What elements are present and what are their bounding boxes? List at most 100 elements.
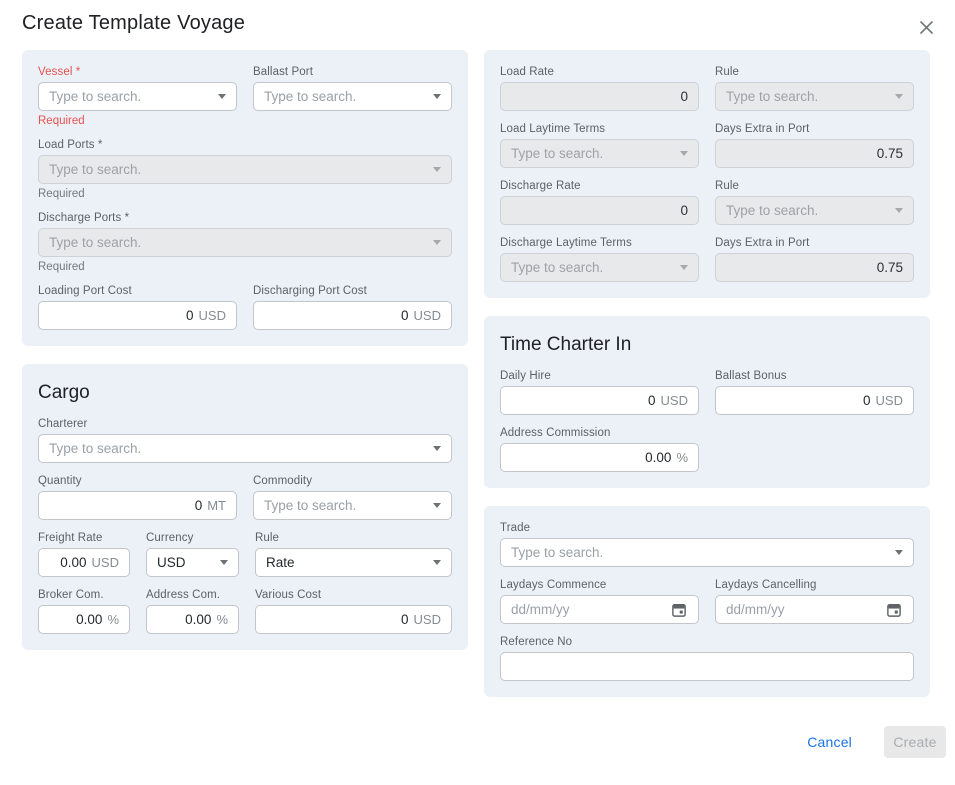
cargo-panel: Cargo Charterer Type to search. Quantity [22,364,468,650]
load-laytime-terms-label: Load Laytime Terms [500,123,606,135]
ballast-bonus-field: Ballast Bonus 0 USD [715,370,914,415]
discharge-days-extra-field: Days Extra in Port 0.75 [715,237,914,282]
discharging-port-cost-input[interactable]: 0 USD [253,301,452,330]
load-days-extra-label: Days Extra in Port [715,123,810,135]
load-rate-label: Load Rate [500,66,554,78]
freight-rate-input[interactable]: 0.00 USD [38,548,130,577]
voyage-panel: Vessel * Type to search. Required Ballas… [22,50,468,346]
discharge-rule-select: Type to search. [715,196,914,225]
close-icon[interactable] [914,15,938,39]
discharging-port-cost-label: Discharging Port Cost [253,285,367,297]
discharge-rate-label: Discharge Rate [500,180,581,192]
cargo-heading: Cargo [38,382,90,403]
laydays-cancelling-field: Laydays Cancelling dd/mm/yy [715,579,914,624]
chevron-down-icon [895,208,903,213]
calendar-icon[interactable] [670,601,688,619]
freight-rate-field: Freight Rate 0.00 USD [38,532,130,577]
loading-port-cost-label: Loading Port Cost [38,285,132,297]
discharge-days-extra-label: Days Extra in Port [715,237,810,249]
loading-port-cost-field: Loading Port Cost 0 USD [38,285,237,330]
left-column: Vessel * Type to search. Required Ballas… [22,50,468,650]
charterer-field: Charterer Type to search. [38,418,452,463]
chevron-down-icon [433,94,441,99]
chevron-down-icon [218,94,226,99]
create-button[interactable]: Create [884,726,946,758]
commodity-label: Commodity [253,475,313,487]
chevron-down-icon [433,560,441,565]
discharge-laytime-terms-field: Discharge Laytime Terms Type to search. [500,237,699,282]
ballast-port-select[interactable]: Type to search. [253,82,452,111]
ballast-port-label: Ballast Port [253,66,314,78]
load-rate-input: 0 [500,82,699,111]
charterer-label: Charterer [38,418,88,430]
daily-hire-input[interactable]: 0 USD [500,386,699,415]
time-charter-in-panel: Time Charter In Daily Hire 0 USD Ballast… [484,316,930,488]
right-column: Load Rate 0 Rule Type to search. [484,50,930,697]
cancel-button[interactable]: Cancel [807,734,852,750]
discharge-ports-select: Type to search. [38,228,452,257]
rule-select[interactable]: Rate [255,548,452,577]
chevron-down-icon [895,550,903,555]
trade-select[interactable]: Type to search. [500,538,914,567]
ballast-bonus-label: Ballast Bonus [715,370,787,382]
discharge-rate-field: Discharge Rate 0 [500,180,699,225]
laydays-cancelling-input[interactable]: dd/mm/yy [715,595,914,624]
load-rule-field: Rule Type to search. [715,66,914,111]
vessel-label: Vessel * [38,66,81,78]
trade-panel: Trade Type to search. Laydays Commence d… [484,506,930,697]
broker-com-input[interactable]: 0.00 % [38,605,130,634]
discharge-rate-input: 0 [500,196,699,225]
ballast-bonus-input[interactable]: 0 USD [715,386,914,415]
chevron-down-icon [680,265,688,270]
address-com-label: Address Com. [146,589,221,601]
calendar-icon[interactable] [885,601,903,619]
trade-label: Trade [500,522,531,534]
chevron-down-icon [433,167,441,172]
commodity-select[interactable]: Type to search. [253,491,452,520]
address-com-field: Address Com. 0.00 % [146,589,239,634]
currency-select[interactable]: USD [146,548,239,577]
freight-rate-label: Freight Rate [38,532,103,544]
various-cost-label: Various Cost [255,589,322,601]
laydays-commence-label: Laydays Commence [500,579,607,591]
chevron-down-icon [220,560,228,565]
daily-hire-field: Daily Hire 0 USD [500,370,699,415]
vessel-select[interactable]: Type to search. [38,82,237,111]
reference-no-input[interactable] [500,652,914,681]
discharge-ports-label: Discharge Ports * [38,212,130,224]
chevron-down-icon [433,446,441,451]
address-commission-input[interactable]: 0.00 % [500,443,699,472]
trade-field: Trade Type to search. [500,522,914,567]
charterer-select[interactable]: Type to search. [38,434,452,463]
load-rule-label: Rule [715,66,740,78]
load-laytime-terms-field: Load Laytime Terms Type to search. [500,123,699,168]
commodity-field: Commodity Type to search. [253,475,452,520]
broker-com-label: Broker Com. [38,589,104,601]
discharge-rule-label: Rule [715,180,740,192]
load-ports-required-message: Required [38,188,85,200]
currency-field: Currency USD [146,532,239,577]
address-com-input[interactable]: 0.00 % [146,605,239,634]
load-days-extra-input: 0.75 [715,139,914,168]
vessel-field: Vessel * Type to search. Required [38,66,237,127]
various-cost-input[interactable]: 0 USD [255,605,452,634]
laydays-commence-input[interactable]: dd/mm/yy [500,595,699,624]
discharge-laytime-terms-select: Type to search. [500,253,699,282]
page-title: Create Template Voyage [22,12,246,34]
laydays-cancelling-label: Laydays Cancelling [715,579,817,591]
load-rate-field: Load Rate 0 [500,66,699,111]
daily-hire-label: Daily Hire [500,370,551,382]
load-days-extra-field: Days Extra in Port 0.75 [715,123,914,168]
vessel-required-message: Required [38,115,85,127]
load-rule-select: Type to search. [715,82,914,111]
broker-com-field: Broker Com. 0.00 % [38,589,130,634]
chevron-down-icon [895,94,903,99]
discharge-laytime-terms-label: Discharge Laytime Terms [500,237,632,249]
currency-label: Currency [146,532,194,544]
dialog-footer: Cancel Create [0,726,955,758]
load-ports-label: Load Ports * [38,139,103,151]
quantity-input[interactable]: 0 MT [38,491,237,520]
loading-port-cost-input[interactable]: 0 USD [38,301,237,330]
chevron-down-icon [433,503,441,508]
